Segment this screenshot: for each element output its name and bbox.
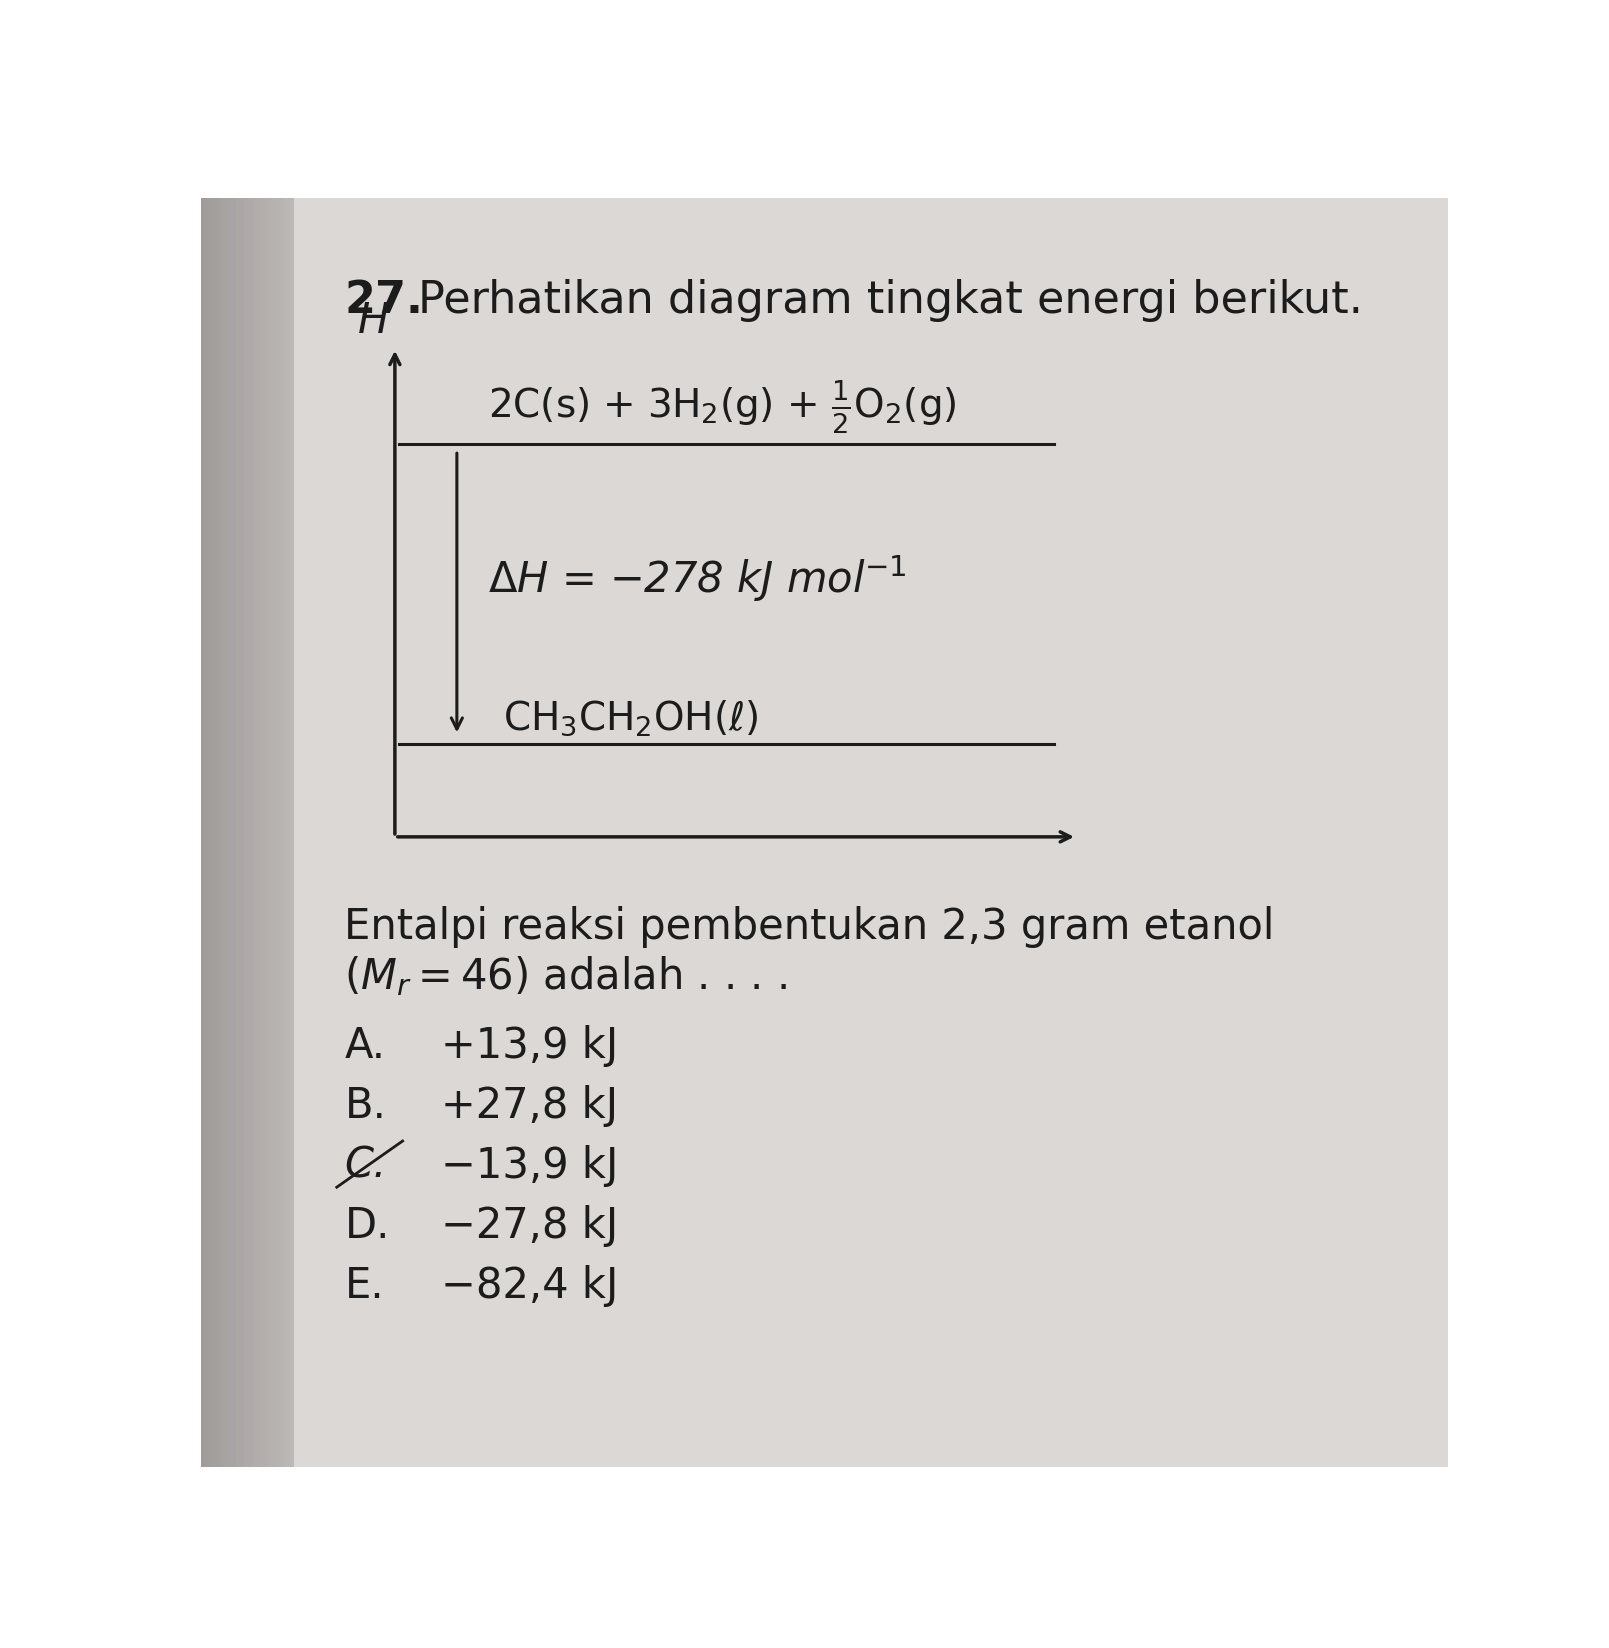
Bar: [344, 198, 349, 1467]
Bar: [228, 198, 232, 1467]
Bar: [275, 198, 278, 1467]
Text: $\Delta H$ = $-$278 kJ mol$^{-1}$: $\Delta H$ = $-$278 kJ mol$^{-1}$: [488, 554, 906, 605]
Bar: [306, 198, 309, 1467]
Text: −13,9 kJ: −13,9 kJ: [441, 1145, 619, 1187]
Text: +27,8 kJ: +27,8 kJ: [441, 1084, 618, 1127]
Bar: [237, 198, 240, 1467]
Bar: [251, 198, 256, 1467]
Text: 27.: 27.: [344, 279, 423, 321]
Bar: [209, 198, 212, 1467]
Text: 2C(s) + 3H$_2$(g) + $\frac{1}{2}$O$_2$(g): 2C(s) + 3H$_2$(g) + $\frac{1}{2}$O$_2$(g…: [488, 379, 956, 437]
Bar: [309, 198, 314, 1467]
Bar: [314, 198, 317, 1467]
Text: H: H: [357, 300, 389, 341]
Bar: [336, 198, 341, 1467]
Bar: [212, 198, 217, 1467]
Text: C.: C.: [344, 1145, 386, 1187]
Bar: [248, 198, 251, 1467]
Bar: [267, 198, 270, 1467]
Text: Entalpi reaksi pembentukan 2,3 gram etanol: Entalpi reaksi pembentukan 2,3 gram etan…: [344, 906, 1274, 948]
Text: E.: E.: [344, 1266, 385, 1307]
Bar: [256, 198, 259, 1467]
Bar: [302, 198, 306, 1467]
Bar: [259, 198, 264, 1467]
Bar: [349, 198, 352, 1467]
Bar: [201, 198, 204, 1467]
Bar: [298, 198, 302, 1467]
Text: Perhatikan diagram tingkat energi berikut.: Perhatikan diagram tingkat energi beriku…: [418, 279, 1363, 321]
Bar: [220, 198, 224, 1467]
Text: −82,4 kJ: −82,4 kJ: [441, 1266, 619, 1307]
Bar: [243, 198, 248, 1467]
Text: A.: A.: [344, 1025, 386, 1066]
Text: B.: B.: [344, 1084, 386, 1127]
Bar: [217, 198, 220, 1467]
Bar: [317, 198, 322, 1467]
Bar: [224, 198, 228, 1467]
Bar: [278, 198, 283, 1467]
Bar: [294, 198, 298, 1467]
Text: $(M_r = 46)$ adalah . . . .: $(M_r = 46)$ adalah . . . .: [344, 954, 787, 997]
Bar: [328, 198, 333, 1467]
Bar: [286, 198, 290, 1467]
Bar: [333, 198, 336, 1467]
Text: CH$_3$CH$_2$OH($\ell$): CH$_3$CH$_2$OH($\ell$): [504, 699, 758, 738]
Text: D.: D.: [344, 1205, 389, 1248]
Text: +13,9 kJ: +13,9 kJ: [441, 1025, 618, 1066]
Bar: [352, 198, 356, 1467]
Bar: [290, 198, 294, 1467]
Bar: [325, 198, 328, 1467]
Bar: [240, 198, 243, 1467]
Text: −27,8 kJ: −27,8 kJ: [441, 1205, 618, 1248]
Bar: [341, 198, 344, 1467]
Bar: [264, 198, 267, 1467]
Bar: [283, 198, 286, 1467]
Bar: [270, 198, 275, 1467]
Bar: [232, 198, 237, 1467]
Bar: [204, 198, 209, 1467]
Bar: [322, 198, 325, 1467]
